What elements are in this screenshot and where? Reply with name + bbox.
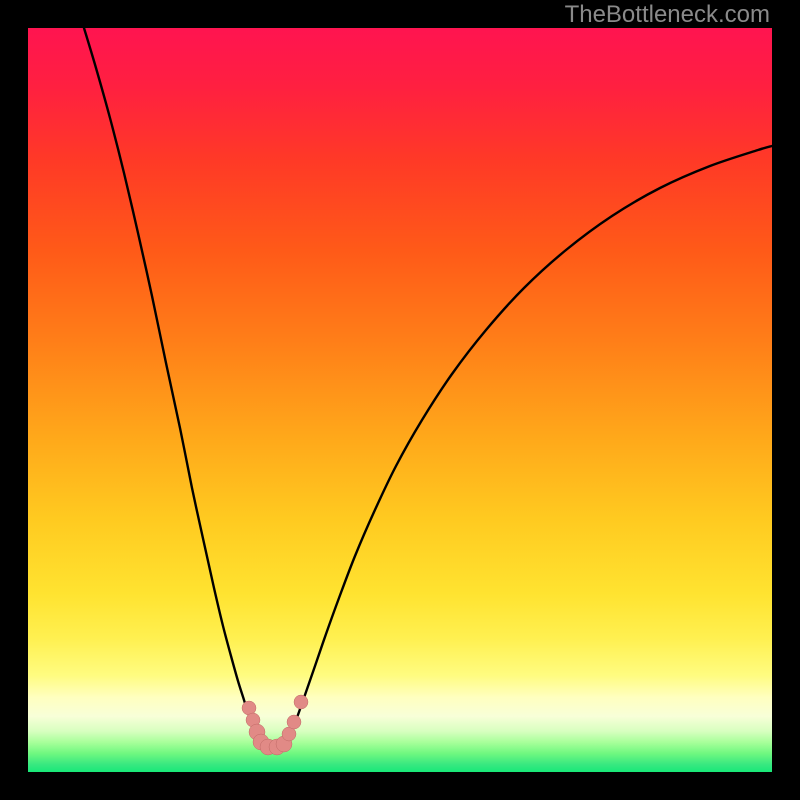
vertex-marker <box>294 695 308 709</box>
vertex-marker <box>287 715 301 729</box>
frame-border-left <box>0 0 28 800</box>
chart-plot <box>28 28 772 772</box>
frame-border-bottom <box>0 772 800 800</box>
frame-border-right <box>772 0 800 800</box>
watermark-text: TheBottleneck.com <box>565 1 770 29</box>
